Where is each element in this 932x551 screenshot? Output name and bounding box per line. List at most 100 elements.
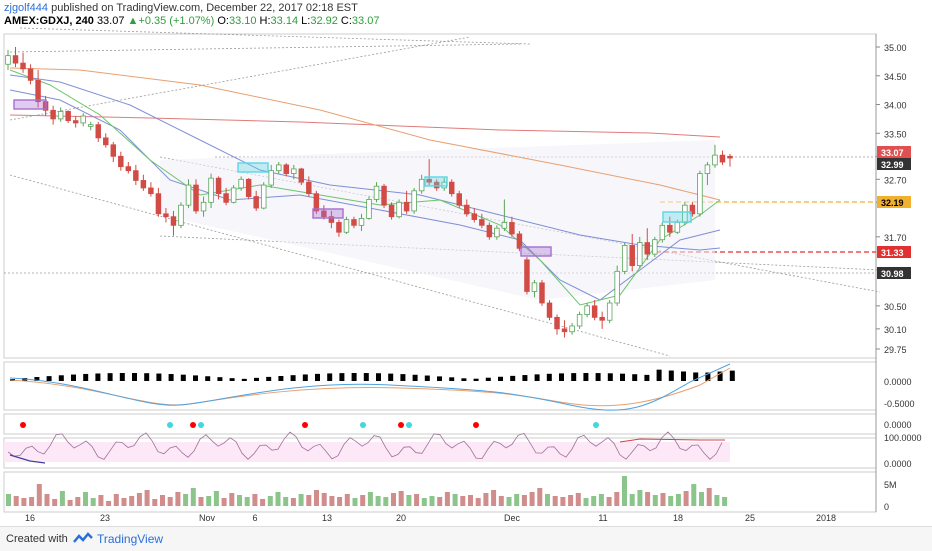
candle — [178, 202, 184, 229]
highlight-box — [13, 99, 47, 110]
candle-body — [65, 111, 71, 122]
candle — [426, 159, 432, 186]
macd-bar — [534, 374, 540, 381]
candle — [268, 164, 274, 188]
candle-body — [614, 270, 620, 304]
candle-body — [283, 164, 290, 174]
candle-body — [215, 177, 222, 195]
candle — [576, 311, 583, 329]
candle — [313, 190, 320, 214]
candle-body — [697, 173, 703, 215]
macd-bar — [607, 373, 613, 381]
candle-body — [328, 216, 335, 223]
candle-body — [501, 222, 508, 229]
candle — [148, 182, 154, 197]
candle-body — [667, 224, 673, 233]
time-tick-label: 16 — [25, 513, 35, 523]
volume-bar — [244, 497, 250, 506]
volume-bar — [136, 493, 142, 506]
macd-signal-line — [9, 367, 731, 407]
candle — [223, 187, 229, 206]
price-tick-label: 34.50 — [884, 72, 907, 82]
price-label: 31.33 — [877, 246, 911, 258]
macd-bar — [498, 376, 503, 381]
candle — [358, 213, 365, 232]
chart-canvas[interactable]: 35.0034.5034.0033.5033.1032.7032.3031.70… — [0, 0, 932, 526]
volume-bar — [683, 491, 689, 506]
candle-body — [659, 224, 666, 241]
volume-bar — [460, 496, 466, 506]
candle — [336, 219, 342, 237]
volume-bar — [691, 484, 697, 506]
candle — [471, 208, 478, 223]
candle — [584, 302, 590, 318]
candle-body — [704, 164, 711, 174]
volume-bar — [475, 498, 481, 506]
publisher-username[interactable]: zjgolf444 — [4, 2, 49, 14]
candle — [291, 164, 297, 180]
macd-bar — [388, 373, 394, 381]
price-label-text: 31.33 — [881, 248, 904, 258]
volume-bar — [421, 498, 427, 506]
trend-line — [9, 36, 471, 121]
candle — [72, 116, 79, 128]
macd-bar — [717, 371, 723, 381]
candles — [5, 47, 733, 338]
volume-bar — [36, 484, 42, 506]
signal-dot — [198, 422, 204, 428]
candle — [118, 151, 124, 171]
candle-body — [260, 184, 267, 209]
macd-bar — [290, 375, 296, 381]
volume-bar — [714, 495, 720, 506]
candle-body — [268, 170, 274, 186]
price-axis[interactable]: 35.0034.5034.0033.5033.1032.7032.3031.70… — [876, 43, 922, 512]
volume-bar — [13, 496, 19, 506]
candle-body — [644, 242, 651, 255]
price-tick-label: 31.70 — [884, 233, 907, 243]
candle — [140, 174, 147, 191]
candle — [403, 190, 410, 214]
macd-bar — [571, 373, 577, 381]
volume-bar — [375, 496, 381, 506]
tradingview-brand[interactable]: TradingView — [97, 532, 164, 546]
candle-body — [403, 201, 410, 212]
volume-bar — [468, 495, 473, 506]
candle-body — [637, 242, 643, 266]
candle-body — [291, 168, 297, 174]
candle-body — [388, 204, 395, 218]
volume-bar — [583, 498, 589, 506]
pane-frame — [3, 413, 877, 435]
macd-bar — [34, 377, 40, 381]
volume-bar — [221, 498, 227, 506]
ohlc-low: L:32.92 — [301, 15, 338, 27]
candle-body — [118, 155, 124, 168]
volume-bar — [414, 494, 420, 506]
volume-bar — [699, 492, 704, 506]
candle-body — [531, 282, 538, 292]
stoch-tick-label: 100.0000 — [884, 433, 922, 443]
macd-tick-label: -0.5000 — [884, 399, 915, 409]
volume-bar — [260, 499, 266, 506]
price-label-bg — [877, 246, 911, 258]
time-axis[interactable]: 16 23 Nov 6 13 20 Dec 11 18 25 2018 — [25, 513, 836, 523]
candle — [644, 228, 651, 260]
volume-bar — [59, 491, 65, 506]
volume-bar — [383, 497, 389, 506]
candle — [667, 216, 673, 237]
candle — [230, 185, 237, 204]
volume-bar — [521, 495, 527, 506]
price-label-bg — [877, 146, 911, 158]
stoch-tick-label: 0.0000 — [884, 459, 912, 469]
candle-body — [509, 222, 515, 235]
volume-bar — [437, 497, 443, 506]
candle — [396, 199, 402, 219]
macd-bar — [241, 378, 247, 381]
price-label-bg — [877, 158, 911, 170]
price-label-text: 32.99 — [881, 160, 904, 170]
ma-orange-line — [9, 67, 721, 201]
macd-bar — [412, 374, 418, 381]
candle — [133, 164, 139, 186]
volume-bar — [360, 495, 366, 506]
highlight-box — [662, 211, 692, 223]
candle — [185, 179, 192, 209]
